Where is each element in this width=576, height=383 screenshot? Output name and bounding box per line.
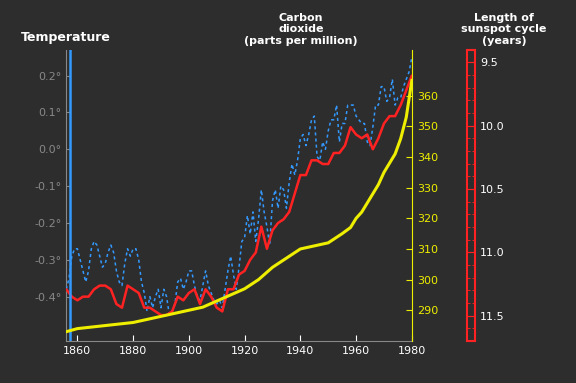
Text: Temperature: Temperature bbox=[21, 31, 111, 44]
Text: Carbon
dioxide
(parts per million): Carbon dioxide (parts per million) bbox=[244, 13, 358, 46]
Text: Length of
sunspot cycle
(years): Length of sunspot cycle (years) bbox=[461, 13, 547, 46]
